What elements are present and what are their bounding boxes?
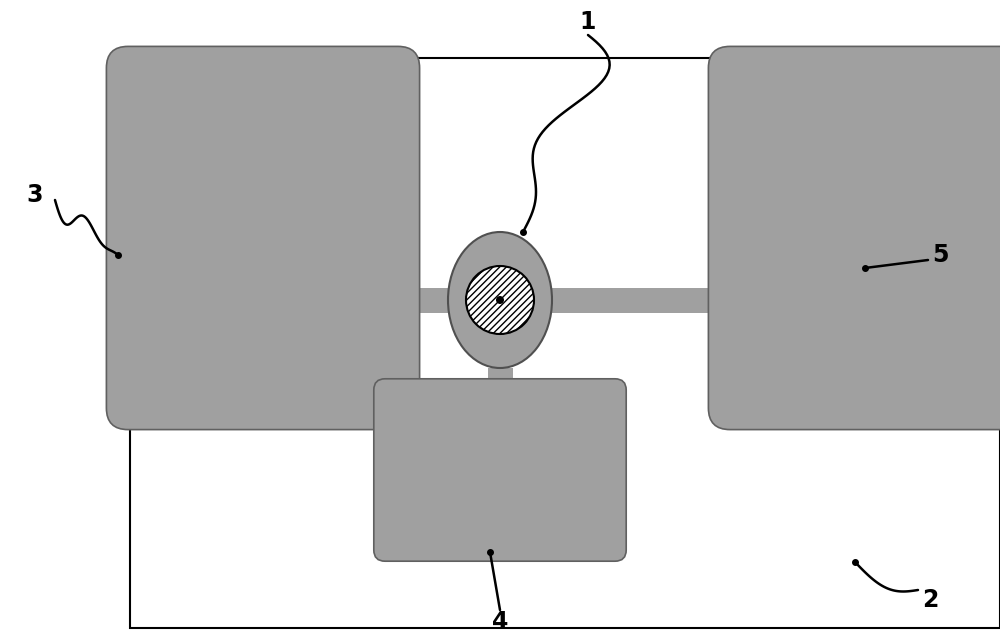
Bar (398, 287, 448, 312)
Bar (130, 58, 1000, 628)
Text: 5: 5 (932, 243, 948, 267)
Circle shape (466, 266, 534, 334)
Circle shape (496, 296, 504, 304)
Text: 3: 3 (27, 183, 43, 207)
FancyBboxPatch shape (708, 46, 1000, 430)
Ellipse shape (448, 232, 552, 368)
Bar (552, 287, 730, 312)
Bar (488, 368, 512, 390)
Text: 4: 4 (492, 610, 508, 634)
Text: 1: 1 (580, 10, 596, 34)
FancyBboxPatch shape (374, 379, 626, 561)
FancyBboxPatch shape (106, 46, 420, 430)
Text: 2: 2 (922, 588, 938, 612)
